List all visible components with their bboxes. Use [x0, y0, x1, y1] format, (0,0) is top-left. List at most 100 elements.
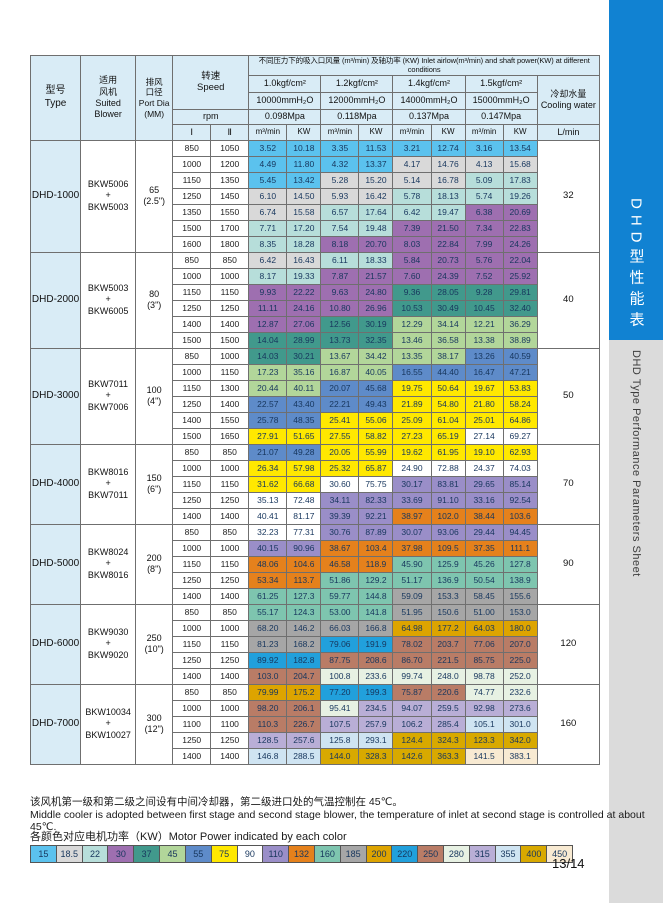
flow-value-cell: 3.52 [248, 139, 288, 157]
power-value-cell: 15.20 [358, 171, 394, 189]
flow-value-cell: 12.29 [392, 315, 432, 333]
power-value-cell: 166.8 [358, 619, 394, 637]
table-row: 1150 1150 9.93 22.22 9.63 24.80 9.36 28.05 9.28 2… [31, 283, 600, 301]
flow-value-cell: 13.67 [320, 347, 360, 365]
flow-value-cell: 74.77 [464, 683, 504, 701]
flow-value-cell: 51.86 [320, 571, 360, 589]
legend-title: 各颜色对应电机功率（KW）Motor Power indicated by ea… [30, 831, 347, 843]
power-value-cell: 55.06 [358, 411, 394, 429]
power-value-cell: 90.96 [286, 539, 322, 557]
table-row: 1000 1000 40.15 90.96 38.67 103.4 37.98 109.5 37… [31, 539, 600, 557]
power-value-cell: 16.43 [286, 251, 322, 269]
header-speed-I: Ⅰ [172, 123, 212, 141]
table-row: 1150 1350 5.45 13.42 5.28 15.20 5.14 16.78 5.09 1… [31, 171, 600, 189]
power-value-cell: 34.42 [358, 347, 394, 365]
power-value-cell: 53.83 [502, 379, 538, 397]
power-value-cell: 22.83 [502, 219, 538, 237]
flow-value-cell: 38.97 [392, 507, 432, 525]
header-pressure-1: 1.2kgf/cm² [320, 74, 394, 93]
power-value-cell: 226.7 [286, 715, 322, 733]
flow-value-cell: 16.47 [464, 363, 504, 381]
power-value-cell: 103.6 [502, 507, 538, 525]
flow-value-cell: 8.17 [248, 267, 288, 285]
flow-value-cell: 128.5 [248, 731, 288, 749]
port-dia-cell: 200 (8") [135, 523, 174, 605]
flow-value-cell: 86.70 [392, 651, 432, 669]
speed-I-cell: 1000 [172, 363, 212, 381]
port-dia-cell: 65 (2.5") [135, 139, 174, 253]
power-value-cell: 233.6 [358, 667, 394, 685]
header-lmin: L/min [536, 123, 601, 141]
header-power-unit-3: KW [502, 123, 538, 141]
flow-value-cell: 45.26 [464, 555, 504, 573]
legend-swatch: 18.5 [55, 845, 83, 863]
speed-I-cell: 850 [172, 683, 212, 701]
flow-value-cell: 6.10 [248, 187, 288, 205]
power-value-cell: 13.42 [286, 171, 322, 189]
power-value-cell: 104.6 [286, 555, 322, 573]
table-row: 1250 1400 22.57 43.40 22.21 49.43 21.89 54.80 21… [31, 395, 600, 413]
speed-II-cell: 850 [210, 603, 250, 621]
flow-value-cell: 106.2 [392, 715, 432, 733]
speed-I-cell: 850 [172, 603, 212, 621]
speed-II-cell: 850 [210, 251, 250, 269]
flow-value-cell: 30.17 [392, 475, 432, 493]
power-value-cell: 257.9 [358, 715, 394, 733]
port-dia-cell: 100 (4") [135, 347, 174, 445]
flow-value-cell: 9.36 [392, 283, 432, 301]
blower-cell: BKW8016 + BKW7011 [80, 443, 137, 525]
speed-II-cell: 1000 [210, 619, 250, 637]
flow-value-cell: 4.13 [464, 155, 504, 173]
flow-value-cell: 103.0 [248, 667, 288, 685]
model-cell: DHD-7000 [29, 683, 82, 765]
power-value-cell: 18.33 [358, 251, 394, 269]
blower-cell: BKW7011 + BKW7006 [80, 347, 137, 445]
flow-value-cell: 95.41 [320, 699, 360, 717]
flow-value-cell: 4.32 [320, 155, 360, 173]
flow-value-cell: 45.90 [392, 555, 432, 573]
table-row: 1500 1650 27.91 51.65 27.55 58.82 27.23 65.19 27… [31, 427, 600, 445]
speed-II-cell: 1050 [210, 139, 250, 157]
port-dia-cell: 250 (10") [135, 603, 174, 685]
model-cell: DHD-3000 [29, 347, 82, 445]
power-value-cell: 48.35 [286, 411, 322, 429]
power-value-cell: 118.9 [358, 555, 394, 573]
power-value-cell: 44.40 [430, 363, 466, 381]
flow-value-cell: 25.01 [464, 411, 504, 429]
power-value-cell: 324.3 [430, 731, 466, 749]
speed-II-cell: 850 [210, 683, 250, 701]
table-row: DHD-2000 BKW5003 + BKW6005 80 (3") 850 850 6.… [29, 251, 601, 349]
power-value-cell: 93.06 [430, 523, 466, 541]
flow-value-cell: 5.14 [392, 171, 432, 189]
flow-value-cell: 7.54 [320, 219, 360, 237]
flow-value-cell: 13.26 [464, 347, 504, 365]
speed-I-cell: 1350 [172, 203, 212, 221]
table-row: 1250 1250 11.11 24.16 10.80 26.96 10.53 30.49 10… [31, 299, 600, 317]
power-value-cell: 16.78 [430, 171, 466, 189]
speed-I-cell: 1250 [172, 395, 212, 413]
model-cell: DHD-1000 [29, 139, 82, 253]
flow-value-cell: 13.46 [392, 331, 432, 349]
flow-value-cell: 8.18 [320, 235, 360, 253]
flow-value-cell: 29.65 [464, 475, 504, 493]
speed-II-cell: 1250 [210, 651, 250, 669]
speed-II-cell: 1250 [210, 731, 250, 749]
flow-value-cell: 68.20 [248, 619, 288, 637]
flow-value-cell: 7.52 [464, 267, 504, 285]
performance-table: 型号 Type 适用 风机 Suited Blower 排风 口径 Port D… [29, 55, 601, 765]
speed-I-cell: 1000 [172, 459, 212, 477]
power-value-cell: 155.6 [502, 587, 538, 605]
flow-value-cell: 30.76 [320, 523, 360, 541]
table-row: DHD-1000 BKW5006 + BKW5003 65 (2.5") 850 105… [29, 139, 601, 253]
speed-II-cell: 1400 [210, 747, 250, 765]
header-pressure-3: 1.5kgf/cm² [464, 74, 538, 93]
flow-value-cell: 21.80 [464, 395, 504, 413]
speed-II-cell: 1000 [210, 347, 250, 365]
power-value-cell: 28.99 [286, 331, 322, 349]
flow-value-cell: 79.99 [248, 683, 288, 701]
power-value-cell: 138.9 [502, 571, 538, 589]
flow-value-cell: 35.13 [248, 491, 288, 509]
flow-value-cell: 10.53 [392, 299, 432, 317]
speed-I-cell: 1400 [172, 667, 212, 685]
flow-value-cell: 5.45 [248, 171, 288, 189]
